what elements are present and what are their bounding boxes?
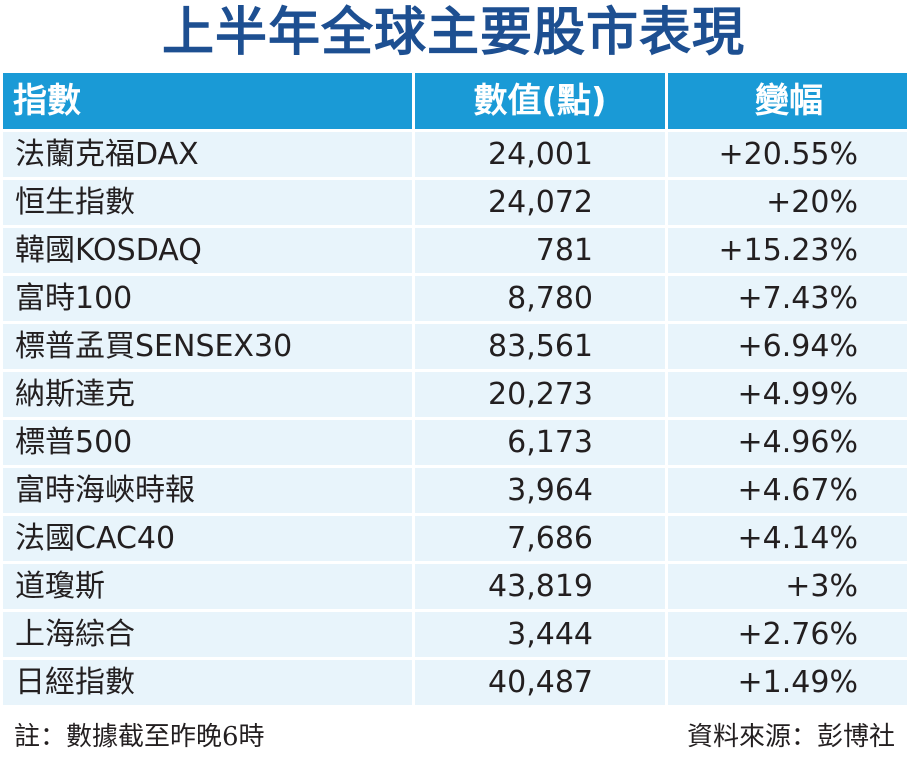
index-change-cell: +3% xyxy=(668,564,907,609)
index-value-cell: 3,964 xyxy=(415,468,665,513)
index-name-cell: 日經指數 xyxy=(3,660,412,705)
index-change-cell: +7.43% xyxy=(668,276,907,321)
table-header-row: 指數 數值(點) 變幅 xyxy=(3,73,907,129)
footnote: 註：數據截至昨晚6時 xyxy=(14,722,265,752)
column-header-index: 指數 xyxy=(3,73,412,129)
index-change-cell: +1.49% xyxy=(668,660,907,705)
footer: 註：數據截至昨晚6時 資料來源：彭博社 xyxy=(0,718,907,757)
table-row: 富時100 8,780 +7.43% xyxy=(3,276,907,321)
index-value-cell: 6,173 xyxy=(415,420,665,465)
index-change-cell: +4.14% xyxy=(668,516,907,561)
index-change-cell: +15.23% xyxy=(668,228,907,273)
index-value-cell: 7,686 xyxy=(415,516,665,561)
index-name-cell: 恒生指數 xyxy=(3,180,412,225)
table-row: 上海綜合 3,444 +2.76% xyxy=(3,612,907,657)
table-row: 富時海峽時報 3,964 +4.67% xyxy=(3,468,907,513)
index-name-cell: 上海綜合 xyxy=(3,612,412,657)
source-credit: 資料來源：彭博社 xyxy=(686,722,895,752)
index-name-cell: 法國CAC40 xyxy=(3,516,412,561)
index-name-cell: 韓國KOSDAQ xyxy=(3,228,412,273)
index-value-cell: 8,780 xyxy=(415,276,665,321)
table-row: 標普500 6,173 +4.96% xyxy=(3,420,907,465)
market-table: 指數 數值(點) 變幅 法蘭克福DAX 24,001 +20.55% 恒生指數 24,0… xyxy=(0,70,907,708)
index-value-cell: 781 xyxy=(415,228,665,273)
table-row: 標普孟買SENSEX30 83,561 +6.94% xyxy=(3,324,907,369)
index-value-cell: 40,487 xyxy=(415,660,665,705)
index-change-cell: +4.96% xyxy=(668,420,907,465)
index-value-cell: 24,001 xyxy=(415,132,665,177)
index-name-cell: 標普500 xyxy=(3,420,412,465)
index-value-cell: 83,561 xyxy=(415,324,665,369)
index-change-cell: +20% xyxy=(668,180,907,225)
index-name-cell: 納斯達克 xyxy=(3,372,412,417)
table-row: 法蘭克福DAX 24,001 +20.55% xyxy=(3,132,907,177)
table-row: 法國CAC40 7,686 +4.14% xyxy=(3,516,907,561)
index-value-cell: 43,819 xyxy=(415,564,665,609)
table-row: 日經指數 40,487 +1.49% xyxy=(3,660,907,705)
index-name-cell: 富時海峽時報 xyxy=(3,468,412,513)
index-change-cell: +4.67% xyxy=(668,468,907,513)
index-value-cell: 20,273 xyxy=(415,372,665,417)
index-value-cell: 24,072 xyxy=(415,180,665,225)
index-change-cell: +4.99% xyxy=(668,372,907,417)
index-change-cell: +20.55% xyxy=(668,132,907,177)
index-name-cell: 道瓊斯 xyxy=(3,564,412,609)
column-header-change: 變幅 xyxy=(668,73,907,129)
index-name-cell: 法蘭克福DAX xyxy=(3,132,412,177)
column-header-value: 數值(點) xyxy=(415,73,665,129)
table-row: 韓國KOSDAQ 781 +15.23% xyxy=(3,228,907,273)
table-row: 道瓊斯 43,819 +3% xyxy=(3,564,907,609)
index-value-cell: 3,444 xyxy=(415,612,665,657)
index-change-cell: +6.94% xyxy=(668,324,907,369)
index-change-cell: +2.76% xyxy=(668,612,907,657)
chart-title: 上半年全球主要股市表現 xyxy=(161,3,745,63)
index-name-cell: 富時100 xyxy=(3,276,412,321)
table-row: 恒生指數 24,072 +20% xyxy=(3,180,907,225)
table-row: 納斯達克 20,273 +4.99% xyxy=(3,372,907,417)
index-name-cell: 標普孟買SENSEX30 xyxy=(3,324,412,369)
